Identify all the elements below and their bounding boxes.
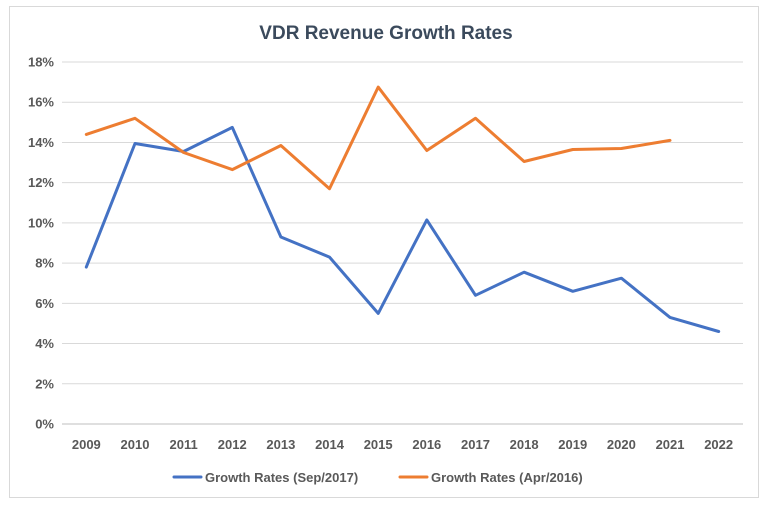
y-tick-label: 6% bbox=[35, 296, 54, 311]
legend-label: Growth Rates (Sep/2017) bbox=[205, 470, 358, 485]
y-tick-label: 18% bbox=[28, 55, 54, 70]
legend-label: Growth Rates (Apr/2016) bbox=[431, 470, 583, 485]
y-tick-label: 10% bbox=[28, 215, 54, 230]
x-tick-label: 2015 bbox=[364, 437, 393, 452]
y-tick-label: 4% bbox=[35, 336, 54, 351]
y-tick-label: 0% bbox=[35, 417, 54, 432]
series-line-1 bbox=[84, 125, 721, 333]
x-tick-label: 2009 bbox=[72, 437, 101, 452]
x-tick-label: 2010 bbox=[121, 437, 150, 452]
x-axis-ticks: 2009 2010 2011 2012 2013 2014 2015 2016 2017 2018… bbox=[72, 437, 733, 452]
y-tick-label: 14% bbox=[28, 135, 54, 150]
x-tick-label: 2018 bbox=[510, 437, 539, 452]
x-tick-label: 2011 bbox=[170, 437, 198, 452]
x-tick-label: 2021 bbox=[656, 437, 685, 452]
chart-title: VDR Revenue Growth Rates bbox=[259, 23, 512, 44]
x-tick-label: 2022 bbox=[704, 437, 733, 452]
y-tick-label: 8% bbox=[35, 256, 54, 271]
series-line-2 bbox=[84, 85, 672, 191]
x-tick-label: 2016 bbox=[412, 437, 441, 452]
x-tick-label: 2019 bbox=[558, 437, 587, 452]
chart-area: VDR Revenue Growth Rates 0% 2% 4% 6% 8% 10% 12… bbox=[9, 6, 759, 498]
x-tick-label: 2012 bbox=[218, 437, 247, 452]
series-lines bbox=[84, 85, 721, 333]
y-axis-ticks: 0% 2% 4% 6% 8% 10% 12% 14% 16% 18% bbox=[28, 55, 54, 432]
y-tick-label: 16% bbox=[28, 95, 54, 110]
x-tick-label: 2017 bbox=[461, 437, 490, 452]
x-tick-label: 2014 bbox=[315, 437, 345, 452]
x-tick-label: 2020 bbox=[607, 437, 636, 452]
legend: Growth Rates (Sep/2017) Growth Rates (Apr… bbox=[172, 470, 583, 485]
y-tick-label: 2% bbox=[35, 376, 54, 391]
x-tick-label: 2013 bbox=[266, 437, 295, 452]
line-chart: VDR Revenue Growth Rates 0% 2% 4% 6% 8% 10% 12… bbox=[28, 23, 743, 485]
y-tick-label: 12% bbox=[28, 175, 54, 190]
gridlines bbox=[62, 61, 743, 425]
